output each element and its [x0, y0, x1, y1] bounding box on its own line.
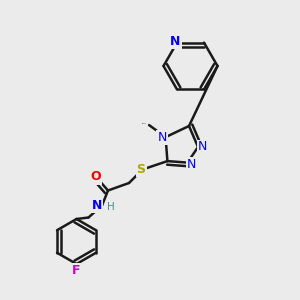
Text: S: S: [136, 163, 146, 176]
Text: H: H: [106, 202, 114, 212]
Text: N: N: [170, 34, 181, 48]
Text: methyl: methyl: [142, 123, 147, 124]
Text: F: F: [72, 264, 81, 277]
Text: N: N: [92, 199, 102, 212]
Text: N: N: [157, 130, 167, 144]
Text: O: O: [91, 170, 101, 184]
Text: N: N: [187, 158, 196, 171]
Text: N: N: [198, 140, 207, 154]
